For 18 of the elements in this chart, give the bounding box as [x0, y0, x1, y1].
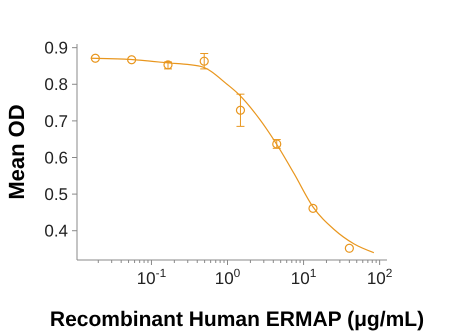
y-tick-label: 0.8: [44, 75, 68, 94]
y-tick-label: 0.4: [44, 222, 68, 241]
x-tick-label: 10$^{1}$: [290, 266, 317, 288]
y-tick-label: 0.7: [44, 112, 68, 131]
x-tick-label: 10$^{-1}$: [136, 266, 167, 288]
y-tick-label: 0.6: [44, 148, 68, 168]
point: [127, 55, 136, 64]
y-tick-label: 0.5: [44, 185, 68, 204]
y-tick-label: 0.9: [44, 38, 68, 58]
x-axis-title: Recombinant Human ERMAP (μg/mL): [50, 308, 424, 331]
x-tick-label: 10$^{0}$: [214, 266, 241, 288]
x-tick-label: 10$^{2}$: [366, 266, 393, 288]
point: [308, 204, 318, 213]
y-axis-title: Mean OD: [4, 104, 29, 200]
point: [200, 56, 209, 66]
point: [236, 106, 246, 115]
point: [90, 54, 100, 63]
point: [344, 244, 354, 253]
